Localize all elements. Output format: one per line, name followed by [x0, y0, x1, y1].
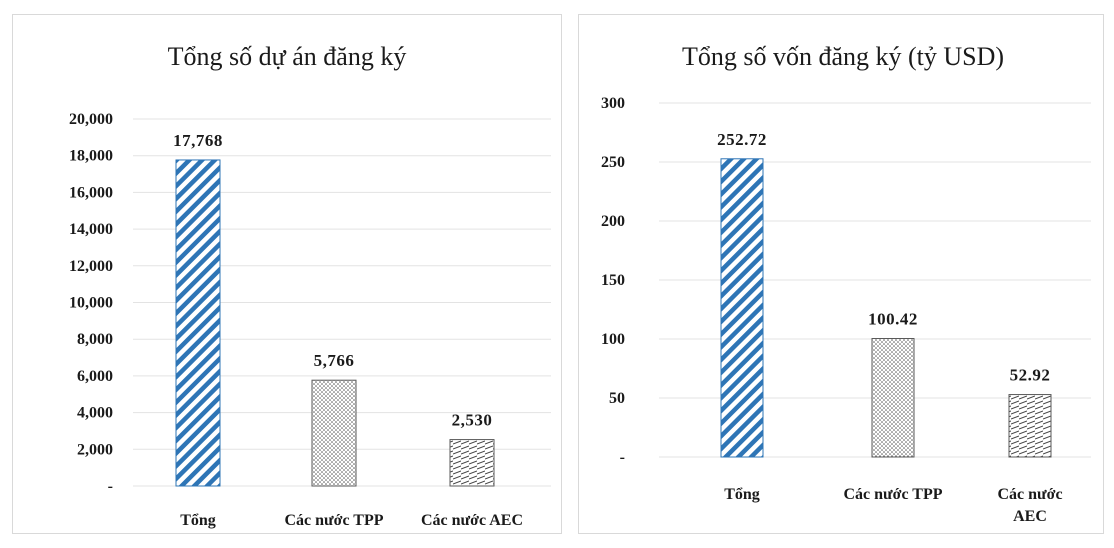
bar-2: [311, 379, 357, 487]
bar-2: [871, 338, 915, 458]
chart-panel-projects: Tổng số dự án đăng ký - 2,000 4,000 6,000 8,…: [12, 14, 562, 534]
y-tick-label: 150: [601, 272, 625, 289]
y-tick-label: 18,000: [69, 148, 113, 165]
data-label: 2,530: [452, 411, 493, 430]
data-label: 5,766: [314, 351, 355, 370]
y-tick-label: 20,000: [69, 111, 113, 128]
data-label: 17,768: [173, 131, 223, 150]
bar-3: [449, 439, 495, 487]
y-tick-label: 250: [601, 154, 625, 171]
data-label: 252.72: [717, 130, 767, 149]
y-tick-label: 10,000: [69, 295, 113, 312]
y-tick-label: -: [620, 449, 625, 466]
y-tick-label: 200: [601, 213, 625, 230]
x-category-label: Các nước TPP: [843, 486, 942, 503]
bar-1: [720, 158, 764, 458]
chart-title: Tổng số vốn đăng ký (tỷ USD): [682, 42, 1004, 71]
x-category-label: Các nước AEC: [421, 512, 523, 529]
x-category-label: Tổng: [724, 486, 760, 503]
y-tick-label: 4,000: [77, 405, 113, 422]
x-category-label: Tổng: [180, 512, 216, 529]
data-label: 100.42: [868, 310, 918, 329]
y-tick-label: -: [108, 478, 113, 495]
y-tick-label: 2,000: [77, 441, 113, 458]
bar-3: [1008, 394, 1052, 458]
chart-projects-svg: Tổng số dự án đăng ký - 2,000 4,000 6,000 8,…: [69, 42, 551, 529]
y-tick-label: 100: [601, 331, 625, 348]
y-tick-label: 8,000: [77, 331, 113, 348]
y-tick-label: 12,000: [69, 258, 113, 275]
y-tick-label: 16,000: [69, 184, 113, 201]
x-category-label: Các nước AEC: [997, 486, 1062, 525]
chart-title: Tổng số dự án đăng ký: [168, 42, 407, 71]
chart-panel-capital: Tổng số vốn đăng ký (tỷ USD) - 50 100 150 20…: [578, 14, 1104, 534]
y-tick-label: 14,000: [69, 221, 113, 238]
data-label: 52.92: [1010, 366, 1051, 385]
chart-capital-svg: Tổng số vốn đăng ký (tỷ USD) - 50 100 150 20…: [601, 42, 1091, 525]
y-tick-label: 50: [609, 390, 625, 407]
bar-1: [175, 159, 221, 487]
x-category-label: Các nước TPP: [284, 512, 383, 529]
y-tick-label: 300: [601, 95, 625, 112]
y-tick-label: 6,000: [77, 368, 113, 385]
